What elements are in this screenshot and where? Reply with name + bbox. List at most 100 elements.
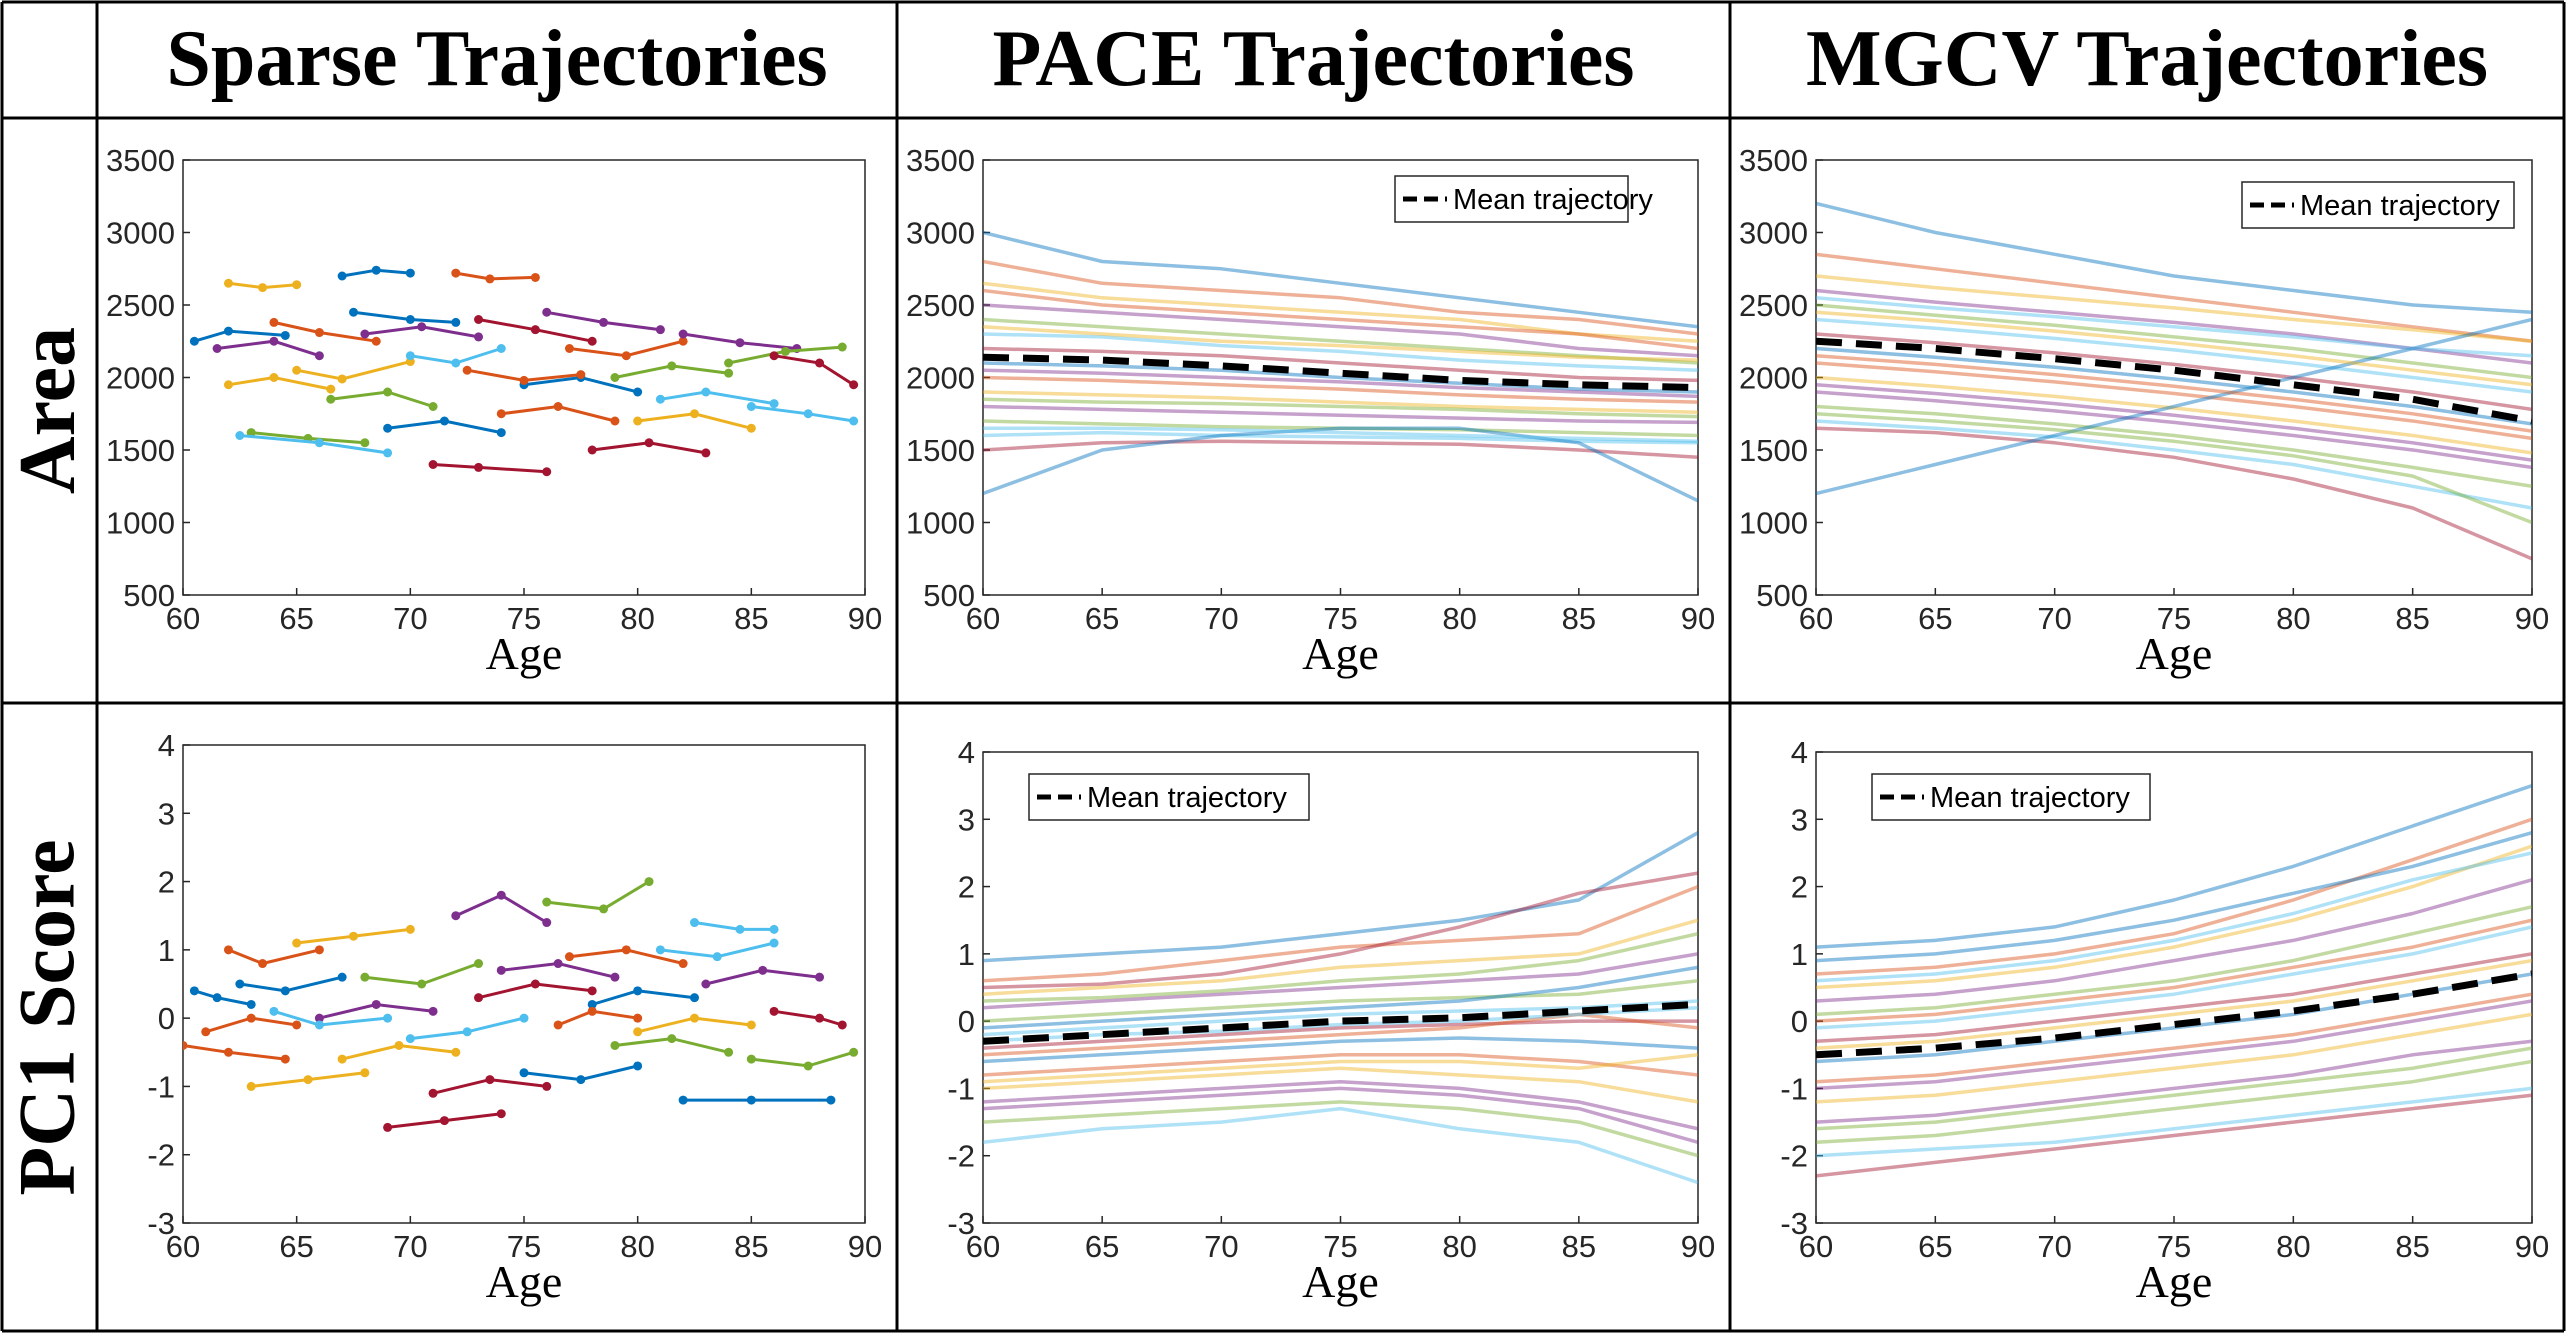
area-sparse-data-point [223,278,233,288]
area-mgcv-series-line [1816,274,2532,343]
pc1-sparse-data-point [474,993,484,1003]
area-sparse-series-line [353,310,456,324]
pc1-pace-series-line [983,1036,1698,1064]
area-mgcv-xtick-label: 65 [1918,601,1952,636]
area-pace-xtick-label: 90 [1681,601,1715,636]
area-pace-series-line [983,317,1698,365]
area-sparse-data-point [769,399,779,409]
pc1-mgcv-ytick-label: -1 [1780,1071,1808,1106]
area-sparse-xlabel: Age [486,628,563,679]
pc1-pace-ytick-label: -3 [947,1206,975,1241]
area-mgcv-series-line [1816,361,2532,441]
pc1-sparse-data-point [587,999,597,1009]
area-sparse-data-point [428,402,438,411]
area-mgcv-series-line [1816,426,2532,561]
area-sparse-data-point [269,336,279,346]
pc1-mgcv-series-line [1816,952,2532,1044]
pc1-sparse-ytick-label: 3 [158,796,175,831]
area-sparse-data-point [258,283,268,293]
pc1-sparse-data-point [394,1040,404,1050]
pc1-mgcv-series-line [1816,999,2532,1091]
pc1-sparse-xtick-label: 85 [734,1229,768,1264]
pc1-sparse-data-point [746,1095,756,1105]
area-sparse-data-point [383,448,393,458]
area-sparse-data-point [451,317,461,327]
area-mgcv-ytick-label: 2500 [1739,288,1808,323]
area-sparse-data-point [576,370,586,380]
area-sparse-data-point [189,336,199,346]
pc1-sparse-data-point [678,959,688,969]
pc1-sparse-data-point [183,1040,188,1050]
pc1-sparse-data-point [542,918,552,928]
pc1-mgcv-ytick-label: -2 [1780,1139,1808,1174]
pc1-sparse-data-point [712,952,722,962]
pc1-sparse-series-line [557,1009,638,1027]
pc1-sparse-data-point [280,1054,290,1064]
pc1-pace-series-line [983,1053,1698,1084]
area-pace-ytick-label: 3000 [906,216,975,251]
pc1-sparse-data-point [292,938,302,948]
pc1-mgcv-xtick-label: 85 [2395,1229,2429,1264]
pc1-sparse-series-line [773,1009,843,1027]
pc1-sparse-data-point [451,1047,461,1057]
area-mgcv-series-line [1816,412,2532,525]
area-sparse-data-point [428,460,438,469]
pc1-pace-ytick-label: -1 [947,1071,975,1106]
area-pace-ytick-label: 2500 [906,288,975,323]
pc1-sparse-data-point [553,1020,563,1030]
area-pace-xtick-label: 80 [1442,601,1476,636]
area-sparse-series-line [455,271,536,281]
area-pace-ytick-label: 1500 [906,433,975,468]
pc1-pace-ytick-label: 3 [958,802,975,837]
pc1-sparse-ytick-label: -2 [147,1138,175,1173]
pc1-pace-legend-box [1028,773,1310,821]
area-mgcv-xtick-label: 90 [2515,601,2549,636]
pc1-sparse-data-point [223,945,233,955]
pc1-sparse-xtick-label: 60 [166,1229,200,1264]
pc1-mgcv-ytick-label: 1 [1791,937,1808,972]
pc1-sparse-data-point [474,959,484,969]
area-sparse-series-line [773,354,855,387]
area-sparse-data-point [803,409,813,419]
area-mgcv-series-line [1816,353,2532,433]
pc1-pace-series-line [983,1005,1698,1044]
area-sparse-series-line [330,390,434,408]
area-sparse-data-point [621,351,631,361]
pc1-sparse-data-point [690,918,699,928]
area-sparse-data-point [587,445,597,455]
area-sparse-data-point [655,394,665,404]
pc1-pace-xtick-label: 65 [1085,1229,1119,1264]
pc1-sparse-data-point [849,1047,859,1057]
pc1-sparse-data-point [621,945,631,955]
area-pace-legend: Mean trajectory [1394,175,1653,223]
area-sparse-data-point [599,317,609,327]
row-header-area-label: Area [4,326,92,495]
pc1-mgcv-series-line [1816,905,2532,1017]
area-sparse-data-point [212,344,222,353]
area-pace-series-line [983,439,1698,460]
pc1-sparse-series-line [183,1044,286,1061]
area-mgcv-xtick-label: 85 [2395,601,2429,636]
area-pace-ytick-label: 500 [923,578,975,613]
pc1-sparse-data-point [746,1054,756,1064]
area-pace-legend-label: Mean trajectory [1453,184,1653,216]
chart-pc1-sparse: 60 65 70 75 80 85 90 -3 -2 -1 0 1 2 3 4 Age [97,703,897,1331]
pc1-mgcv-series-line [1816,783,2532,949]
pc1-sparse-series-line [546,880,650,911]
area-mgcv-series-line [1816,201,2532,315]
pc1-sparse-data-point [746,1020,756,1030]
pc1-mgcv-series-line [1816,817,2532,976]
area-sparse-data-point [485,274,495,284]
area-sparse-series-line [216,339,320,358]
area-sparse-data-point [451,358,461,368]
pc1-mgcv-series-group [1816,783,2532,1178]
pc1-sparse-data-point [451,911,461,921]
pc1-sparse-data-point [292,1020,302,1030]
area-sparse-data-point [439,416,449,426]
pc1-sparse-data-point [496,1109,506,1119]
pc1-sparse-data-point [701,979,711,989]
area-sparse-data-point [746,402,756,411]
pc1-sparse-data-point [337,972,347,982]
pc1-sparse-data-point [519,1068,529,1078]
pc1-pace-xtick-label: 70 [1204,1229,1238,1264]
